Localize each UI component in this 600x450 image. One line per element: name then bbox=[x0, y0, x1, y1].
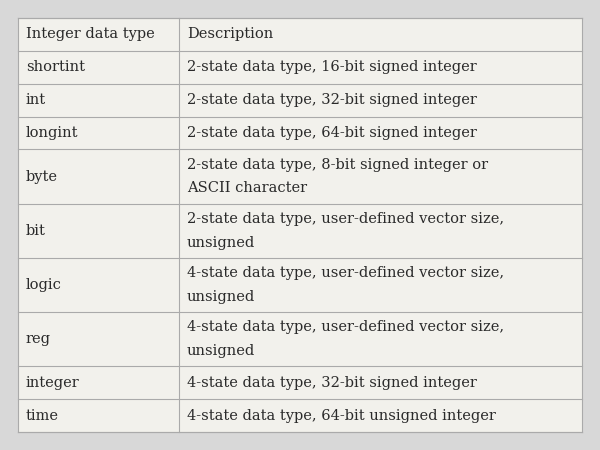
Text: unsigned: unsigned bbox=[187, 290, 255, 304]
Text: unsigned: unsigned bbox=[187, 344, 255, 358]
Text: 2-state data type, 32-bit signed integer: 2-state data type, 32-bit signed integer bbox=[187, 93, 476, 107]
Text: 4-state data type, user-defined vector size,: 4-state data type, user-defined vector s… bbox=[187, 320, 504, 334]
Text: time: time bbox=[26, 409, 59, 423]
Text: shortint: shortint bbox=[26, 60, 85, 74]
Text: 4-state data type, user-defined vector size,: 4-state data type, user-defined vector s… bbox=[187, 266, 504, 280]
Text: reg: reg bbox=[26, 332, 51, 346]
Text: longint: longint bbox=[26, 126, 79, 140]
Text: unsigned: unsigned bbox=[187, 236, 255, 250]
Text: 4-state data type, 32-bit signed integer: 4-state data type, 32-bit signed integer bbox=[187, 376, 476, 390]
Text: 2-state data type, 8-bit signed integer or: 2-state data type, 8-bit signed integer … bbox=[187, 158, 488, 171]
Text: integer: integer bbox=[26, 376, 80, 390]
Text: 2-state data type, 16-bit signed integer: 2-state data type, 16-bit signed integer bbox=[187, 60, 476, 74]
Text: byte: byte bbox=[26, 170, 58, 184]
Text: logic: logic bbox=[26, 278, 62, 292]
Text: bit: bit bbox=[26, 224, 46, 238]
Text: Integer data type: Integer data type bbox=[26, 27, 155, 41]
Text: int: int bbox=[26, 93, 46, 107]
Text: 2-state data type, 64-bit signed integer: 2-state data type, 64-bit signed integer bbox=[187, 126, 476, 140]
Text: 2-state data type, user-defined vector size,: 2-state data type, user-defined vector s… bbox=[187, 212, 504, 226]
Text: 4-state data type, 64-bit unsigned integer: 4-state data type, 64-bit unsigned integ… bbox=[187, 409, 496, 423]
Text: ASCII character: ASCII character bbox=[187, 181, 307, 195]
Text: Description: Description bbox=[187, 27, 273, 41]
